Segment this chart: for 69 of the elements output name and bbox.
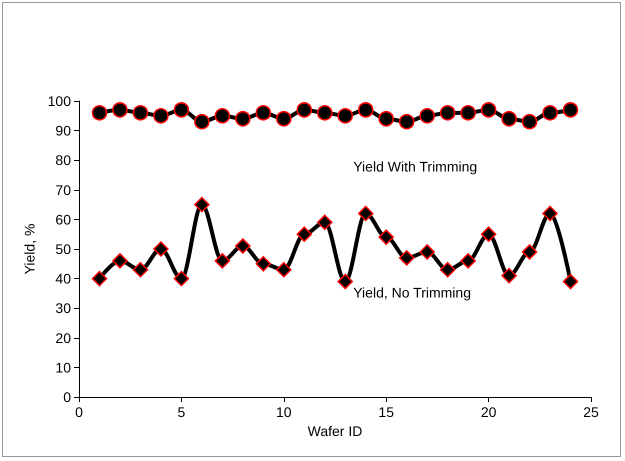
point: [542, 105, 558, 121]
x-tick-label: 0: [75, 404, 84, 420]
point: [235, 238, 251, 254]
point: [522, 114, 538, 130]
point: [501, 268, 517, 284]
point: [132, 262, 148, 278]
point: [398, 250, 414, 266]
point: [92, 270, 108, 286]
y-tick-label: 30: [55, 300, 72, 316]
point: [317, 214, 333, 230]
point: [480, 226, 496, 242]
y-tick-label: 60: [55, 211, 72, 228]
point: [174, 270, 190, 286]
point: [378, 111, 394, 127]
point: [542, 206, 558, 222]
point: [194, 196, 210, 212]
point: [562, 102, 578, 118]
point: [256, 256, 272, 272]
x-tick-label: 10: [276, 404, 292, 420]
y-tick-label: 0: [63, 389, 72, 405]
point: [276, 262, 292, 278]
y-tick-label: 20: [55, 330, 72, 346]
point: [214, 253, 230, 269]
point: [419, 244, 435, 260]
point: [358, 206, 374, 222]
point: [338, 108, 353, 124]
x-tick-label: 20: [480, 404, 497, 420]
point: [317, 105, 333, 121]
point: [378, 229, 394, 245]
text: Yield With Trimming: [353, 158, 478, 175]
point: [153, 108, 169, 124]
point: [296, 226, 312, 242]
point: [92, 105, 108, 121]
point: [358, 102, 374, 118]
y-tick-label: 90: [55, 122, 72, 139]
point: [398, 114, 414, 130]
point: [460, 105, 476, 121]
y-tick-label: 70: [55, 182, 72, 198]
y-tick-label: 40: [55, 270, 72, 287]
point: [256, 105, 272, 121]
point: [153, 241, 169, 257]
point: [112, 253, 128, 269]
x-axis-title: Wafer ID: [308, 422, 362, 439]
point: [214, 108, 230, 124]
y-tick-label: 80: [55, 152, 72, 168]
y-tick-label: 10: [55, 359, 72, 376]
point: [440, 105, 456, 121]
point: [562, 274, 578, 290]
x-tick-label: 15: [378, 404, 394, 420]
x-tick-label: 5: [178, 404, 186, 420]
point: [235, 111, 251, 127]
point: [296, 102, 312, 118]
point: [276, 111, 292, 127]
y-tick-label: 50: [55, 241, 72, 257]
point: [480, 102, 496, 118]
point: [440, 262, 456, 278]
point: [194, 114, 210, 130]
series-label: Yield, No Trimming: [353, 284, 471, 301]
point: [419, 108, 435, 124]
point: [501, 111, 517, 127]
x-tick-label: 25: [583, 404, 599, 420]
point: [132, 105, 148, 121]
point: [460, 253, 476, 269]
point: [112, 102, 128, 118]
y-tick-label: 100: [48, 93, 72, 109]
point: [522, 244, 538, 260]
point: [337, 274, 353, 290]
point: [174, 102, 190, 118]
y-axis-title: Yield, %: [22, 224, 38, 274]
